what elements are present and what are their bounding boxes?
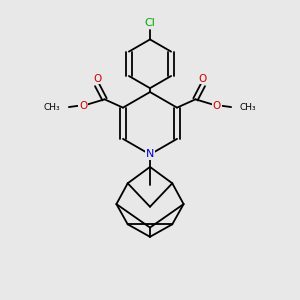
Text: CH₃: CH₃: [239, 103, 256, 112]
Text: O: O: [79, 101, 87, 111]
Text: O: O: [213, 101, 221, 111]
Text: Cl: Cl: [145, 18, 155, 28]
Text: O: O: [199, 74, 207, 83]
Text: O: O: [93, 74, 101, 83]
Text: CH₃: CH₃: [44, 103, 61, 112]
Text: N: N: [146, 149, 154, 160]
